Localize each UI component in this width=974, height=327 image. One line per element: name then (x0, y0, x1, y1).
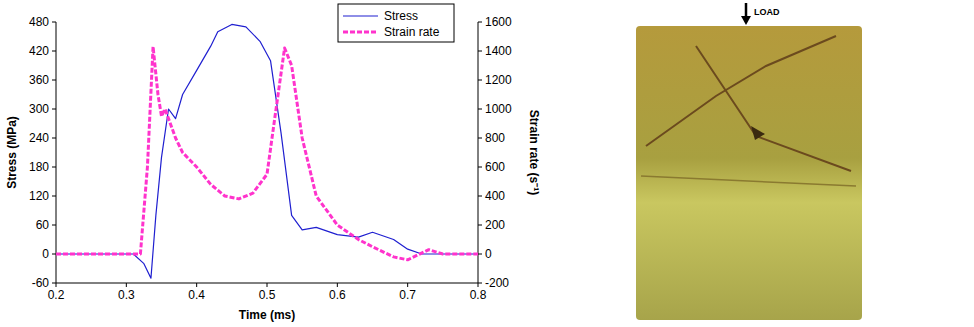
y-tick (52, 22, 56, 23)
y2-tick (478, 196, 482, 197)
crack (696, 46, 851, 171)
x-tick (196, 283, 197, 287)
load-label: LOAD (754, 7, 780, 17)
y2-tick (478, 109, 482, 110)
crack-gap (751, 126, 765, 140)
y2-tick-label: 1400 (485, 44, 512, 58)
plot-lines (56, 24, 478, 278)
y2-tick-label: 1000 (485, 102, 512, 116)
y2-tick-label: 200 (485, 218, 505, 232)
x-tick (478, 283, 479, 287)
series-line (56, 47, 478, 260)
x-tick-label: 0.8 (470, 288, 487, 302)
y2-tick (478, 22, 482, 23)
y-tick (52, 109, 56, 110)
y-tick-label: 420 (29, 44, 49, 58)
y2-tick (478, 167, 482, 168)
y-tick-label: 300 (29, 102, 49, 116)
chart-root: -60060120180240300360420480-200020040060… (0, 0, 974, 327)
legend-swatch (343, 15, 378, 16)
crack (641, 176, 856, 186)
y2-tick-label: 400 (485, 189, 505, 203)
y-tick (52, 138, 56, 139)
y2-tick-label: 600 (485, 160, 505, 174)
x-tick-label: 0.5 (259, 288, 276, 302)
x-tick-label: 0.3 (118, 288, 135, 302)
x-tick-label: 0.2 (48, 288, 65, 302)
x-tick (56, 283, 57, 287)
y-tick-label: 360 (29, 73, 49, 87)
y-axis-line (56, 22, 57, 283)
x-tick (337, 283, 338, 287)
legend-swatch (343, 31, 378, 34)
y-tick (52, 254, 56, 255)
y2-tick-label: 800 (485, 131, 505, 145)
y-tick (52, 225, 56, 226)
y2-tick (478, 225, 482, 226)
x-tick-label: 0.4 (188, 288, 205, 302)
y2-tick (478, 138, 482, 139)
y-tick-label: 120 (29, 189, 49, 203)
x-tick (126, 283, 127, 287)
y-tick (52, 80, 56, 81)
y-tick (52, 167, 56, 168)
y2-tick-label: 1200 (485, 73, 512, 87)
specimen-photo (636, 26, 862, 320)
y2-axis-line (478, 22, 479, 283)
y2-tick-label: 1600 (485, 15, 512, 29)
x-tick-label: 0.7 (399, 288, 416, 302)
y-tick-label: 180 (29, 160, 49, 174)
y-tick-label: 240 (29, 131, 49, 145)
y-tick (52, 51, 56, 52)
y2-tick (478, 254, 482, 255)
legend-label: Strain rate (384, 25, 440, 39)
legend-box (338, 4, 454, 42)
y-axis-title: Stress (MPa) (5, 116, 19, 189)
x-tick (407, 283, 408, 287)
y-tick-label: 480 (29, 15, 49, 29)
y2-tick-label: -200 (485, 276, 509, 290)
x-axis-title: Time (ms) (239, 308, 295, 322)
x-tick (267, 283, 268, 287)
load-arrowhead (741, 16, 751, 25)
legend-label: Stress (384, 9, 418, 23)
y2-tick (478, 80, 482, 81)
load-arrow (745, 3, 748, 18)
x-tick-label: 0.6 (329, 288, 346, 302)
crack (646, 36, 836, 146)
y-tick (52, 283, 56, 284)
y-tick-label: 60 (36, 218, 50, 232)
series-line (56, 24, 478, 278)
y2-tick (478, 51, 482, 52)
y2-axis-title: Strain rate (s⁻¹) (527, 110, 541, 195)
y2-tick-label: 0 (485, 247, 492, 261)
y2-tick (478, 283, 482, 284)
y-tick (52, 196, 56, 197)
y-tick-label: 0 (42, 247, 49, 261)
